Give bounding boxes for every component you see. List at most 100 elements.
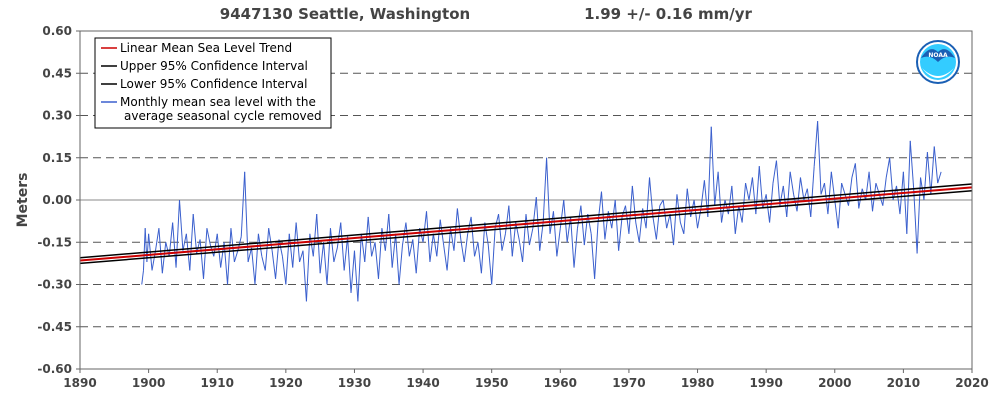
monthly-series-segment xyxy=(717,171,723,223)
y-tick-label: -0.45 xyxy=(37,320,72,334)
monthly-series-segment xyxy=(679,222,685,234)
monthly-series-segment xyxy=(673,194,678,246)
monthly-series-segment xyxy=(624,205,630,234)
monthly-series-segment xyxy=(906,140,911,234)
monthly-series-segment xyxy=(817,121,822,195)
monthly-series-segment xyxy=(930,146,935,195)
grid-layer xyxy=(80,72,972,328)
monthly-series-segment xyxy=(350,250,355,293)
monthly-series-segment xyxy=(477,242,482,274)
upper-ci-line xyxy=(79,183,973,259)
y-axis-label: Meters xyxy=(15,173,31,228)
x-tick-label: 2000 xyxy=(818,376,851,390)
monthly-series-segment xyxy=(775,160,781,206)
monthly-series-segment xyxy=(456,208,462,240)
monthly-series-segment xyxy=(714,171,719,206)
monthly-series-segment xyxy=(909,140,915,189)
y-tick-label: -0.15 xyxy=(37,235,72,249)
x-tick-label: 1930 xyxy=(338,376,371,390)
monthly-series-segment xyxy=(240,171,246,237)
monthly-series-segment xyxy=(412,239,417,274)
monthly-series-segment xyxy=(285,233,290,285)
monthly-series-segment xyxy=(861,188,867,201)
monthly-series-segment xyxy=(522,214,527,263)
monthly-series-segment xyxy=(398,245,403,285)
monthly-series-segment xyxy=(765,194,771,223)
monthly-series-segment xyxy=(868,171,874,212)
monthly-series-segment xyxy=(854,163,860,209)
monthly-series-segment xyxy=(463,233,469,263)
monthly-series-segment xyxy=(686,188,692,217)
monthly-series-segment xyxy=(474,242,479,257)
monthly-series-segment xyxy=(360,233,366,263)
monthly-series-segment xyxy=(233,250,239,263)
monthly-series-segment xyxy=(937,171,942,184)
monthly-series-segment xyxy=(422,211,428,243)
x-tick-label: 1990 xyxy=(749,376,782,390)
series-layer xyxy=(141,121,942,302)
monthly-series-segment xyxy=(508,205,513,257)
monthly-series-segment xyxy=(443,244,448,271)
monthly-series-segment xyxy=(525,214,530,246)
monthly-series-segment xyxy=(429,233,434,263)
monthly-series-segment xyxy=(288,233,294,268)
monthly-series-segment xyxy=(299,250,304,263)
x-tick-label: 1980 xyxy=(681,376,714,390)
y-tick-label: -0.60 xyxy=(37,362,72,376)
x-tick-label: 1890 xyxy=(63,376,96,390)
monthly-series-segment xyxy=(813,121,819,167)
monthly-series-segment xyxy=(172,222,177,268)
x-tick-label: 1970 xyxy=(612,376,645,390)
monthly-series-segment xyxy=(614,199,620,251)
monthly-series-segment xyxy=(539,222,544,251)
monthly-series-segment xyxy=(371,242,376,257)
monthly-series-segment xyxy=(329,228,335,263)
monthly-series-segment xyxy=(580,205,585,246)
noaa-logo-wave xyxy=(922,68,954,78)
monthly-series-segment xyxy=(844,194,849,206)
monthly-series-segment xyxy=(426,211,431,263)
monthly-series-segment xyxy=(439,219,445,246)
monthly-series-segment xyxy=(192,214,198,254)
monthly-series-segment xyxy=(913,188,918,254)
monthly-series-segment xyxy=(175,199,180,268)
monthly-series-segment xyxy=(858,188,863,209)
monthly-series-segment xyxy=(281,256,287,285)
monthly-series-segment xyxy=(655,205,661,240)
monthly-series-segment xyxy=(600,191,606,240)
monthly-series-segment xyxy=(652,216,657,240)
monthly-series-segment xyxy=(573,228,578,268)
monthly-series-segment xyxy=(312,214,318,257)
monthly-series-segment xyxy=(528,228,534,246)
y-tick-label: 0.15 xyxy=(42,151,72,165)
monthly-series-segment xyxy=(878,194,884,206)
chart-title: 9447130 Seattle, Washington xyxy=(220,5,470,23)
monthly-series-segment xyxy=(189,214,194,271)
monthly-series-segment xyxy=(885,157,891,178)
monthly-series-segment xyxy=(254,233,259,285)
lower-ci-line xyxy=(79,189,973,265)
x-tick-label: 1940 xyxy=(406,376,439,390)
monthly-series-segment xyxy=(264,228,270,271)
monthly-series-segment xyxy=(161,242,167,274)
monthly-series-segment xyxy=(851,163,856,178)
y-tick-label: 0.60 xyxy=(42,24,72,38)
monthly-series-segment xyxy=(154,228,160,251)
monthly-series-segment xyxy=(357,233,362,302)
monthly-series-segment xyxy=(772,160,777,184)
monthly-series-segment xyxy=(142,228,146,271)
monthly-series-segment xyxy=(216,233,222,268)
monthly-series-segment xyxy=(782,185,788,217)
legend-label-lower-ci: Lower 95% Confidence Interval xyxy=(120,77,308,91)
x-tick-label: 1920 xyxy=(269,376,302,390)
monthly-series-segment xyxy=(810,166,815,217)
x-tick-label: 1950 xyxy=(475,376,508,390)
monthly-series-segment xyxy=(336,222,342,248)
monthly-series-segment xyxy=(446,228,452,271)
monthly-series-segment xyxy=(518,239,524,263)
monthly-series-segment xyxy=(631,185,637,223)
monthly-series-segment xyxy=(391,233,397,268)
monthly-series-segment xyxy=(916,177,922,254)
monthly-series-segment xyxy=(227,228,232,285)
